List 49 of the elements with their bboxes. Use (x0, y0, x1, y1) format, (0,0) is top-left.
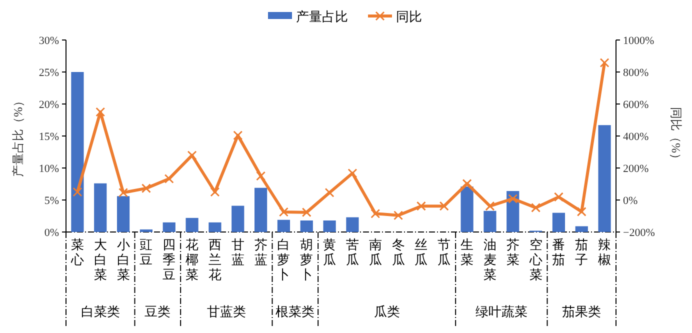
x-tick-label: 花椰菜 (186, 237, 199, 282)
y-tick-label: 30% (38, 35, 59, 47)
text: 甘蓝类 (206, 304, 246, 319)
x-tick-label: 甘蓝 (231, 237, 244, 267)
x-tick-label: 芥蓝 (254, 237, 268, 267)
x-tick-label: 菜心 (70, 237, 84, 267)
x-tick-label: 茄子 (575, 237, 588, 267)
y2-tick-label: 600% (623, 99, 649, 111)
x-tick-label: 冬瓜 (392, 237, 405, 267)
x-tick-label: 丝瓜 (414, 237, 428, 267)
y-tick-label: 20% (38, 99, 59, 111)
text: 豆类 (144, 304, 171, 319)
y-tick-label: 5% (44, 195, 59, 207)
y-tick-label: 0% (44, 227, 59, 239)
y2-tick-label: −200% (623, 227, 655, 239)
x-tick-label: 豇豆 (140, 237, 153, 267)
y2-axis-title: 同比（%） (669, 107, 683, 165)
x-tick-label: 小白菜 (116, 237, 130, 282)
y2-tick-label: 200% (623, 163, 649, 175)
y2-tick-label: 1000% (623, 35, 654, 47)
x-tick-label: 南瓜 (368, 237, 382, 267)
x-tick-label: 辣椒 (598, 237, 612, 267)
x-tick-label: 西兰花 (208, 237, 222, 282)
x-tick-label: 番茄 (552, 237, 566, 267)
x-tick-label: 四季豆 (162, 237, 176, 282)
x-tick-label: 胡萝卜 (300, 237, 314, 282)
text: 瓜类 (374, 304, 400, 319)
legend-label: 产量占比 (296, 9, 348, 24)
x-tick-label: 芥菜 (506, 237, 520, 267)
x-tick-label: 白萝卜 (277, 237, 290, 282)
x-tick-label: 空心菜 (528, 237, 542, 282)
text: 白菜类 (80, 304, 120, 319)
x-tick-label: 大白菜 (94, 237, 107, 282)
x-tick-label: 苦瓜 (346, 237, 359, 267)
y2-tick-label: 0% (623, 195, 638, 207)
y2-tick-label: 400% (623, 131, 649, 143)
y-tick-label: 25% (38, 67, 59, 79)
text: 根菜类 (276, 304, 315, 319)
x-tick-label: 节瓜 (438, 237, 451, 267)
text: 绿叶蔬菜 (475, 304, 528, 319)
x-tick-label: 油麦菜 (483, 237, 496, 282)
x-tick-label: 生菜 (460, 237, 474, 267)
y2-tick-label: 800% (623, 67, 649, 79)
y-tick-label: 15% (38, 131, 59, 143)
legend-label: 同比 (396, 9, 422, 24)
y-axis-title: 产量占比（%） (11, 95, 25, 177)
x-tick-label: 黄瓜 (323, 237, 336, 267)
text: 茄果类 (562, 304, 602, 319)
y-tick-label: 10% (38, 163, 59, 175)
